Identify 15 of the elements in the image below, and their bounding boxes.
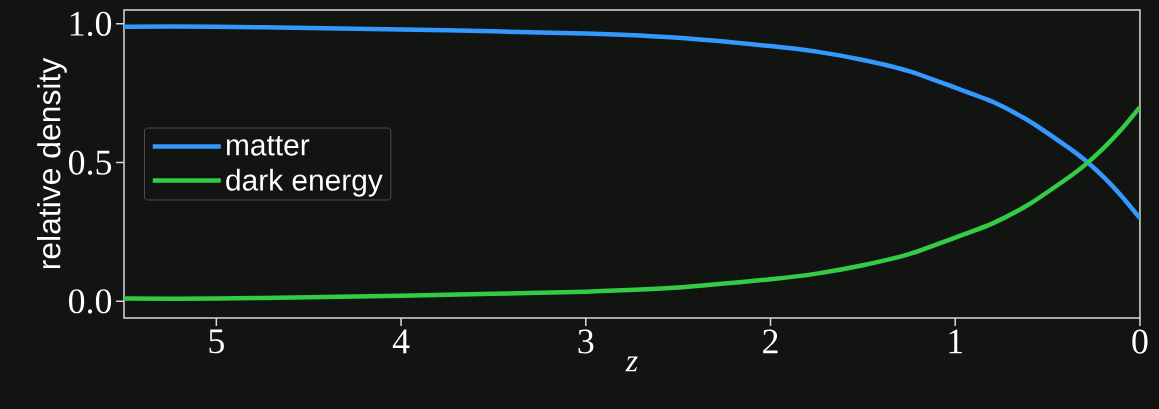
legend-label: matter xyxy=(226,136,310,156)
x-tick-label: 0 xyxy=(1132,329,1148,354)
x-tick-label: 4 xyxy=(392,329,410,354)
line-series xyxy=(123,104,1140,301)
x-tick-label: 2 xyxy=(763,329,778,354)
line-series xyxy=(123,24,1140,221)
x-tick-label: 1 xyxy=(949,329,963,354)
x-axis-title: z xyxy=(625,356,638,372)
y-axis-title: relative density xyxy=(37,57,67,269)
y-tick-label: 1.0 xyxy=(70,11,112,37)
legend-label: dark energy xyxy=(226,168,383,197)
x-tick-label: 5 xyxy=(209,329,224,354)
y-tick-label: 0.0 xyxy=(68,289,112,314)
x-tick-label: 3 xyxy=(578,329,594,354)
y-tick-label: 0.5 xyxy=(68,150,112,175)
